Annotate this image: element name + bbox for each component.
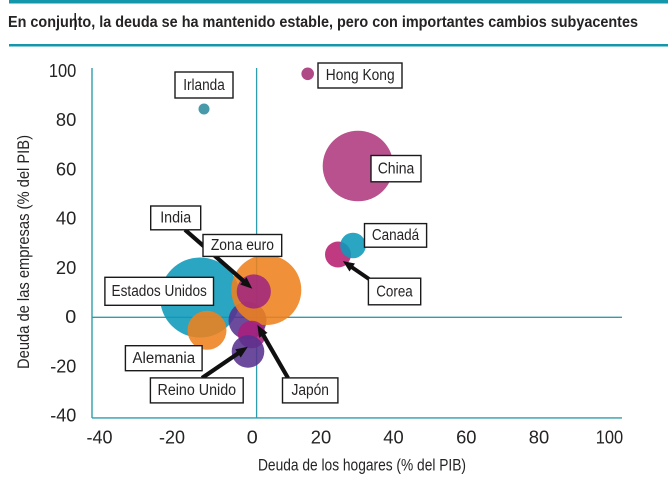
svg-text:100: 100: [49, 61, 76, 81]
svg-text:-40: -40: [50, 406, 76, 426]
svg-text:Estados Unidos: Estados Unidos: [112, 283, 208, 300]
svg-text:Irlanda: Irlanda: [183, 77, 225, 94]
svg-text:80: 80: [56, 110, 76, 130]
svg-text:20: 20: [56, 258, 76, 278]
svg-text:0: 0: [247, 428, 258, 448]
svg-text:China: China: [378, 160, 415, 177]
svg-text:100: 100: [596, 428, 623, 448]
svg-text:Hong Kong: Hong Kong: [326, 67, 395, 84]
svg-text:Reino Unido: Reino Unido: [158, 382, 237, 399]
svg-text:Japón: Japón: [291, 382, 329, 399]
svg-text:En conjunto, la deuda se ha ma: En conjunto, la deuda se ha mantenido es…: [8, 14, 638, 31]
svg-text:India: India: [160, 210, 191, 227]
svg-text:-20: -20: [159, 428, 185, 448]
svg-text:20: 20: [311, 428, 331, 448]
svg-text:-20: -20: [50, 356, 76, 376]
svg-text:Deuda de los hogares (% del PI: Deuda de los hogares (% del PIB): [258, 457, 466, 475]
svg-text:40: 40: [383, 428, 403, 448]
svg-text:Canadá: Canadá: [372, 227, 420, 244]
svg-text:60: 60: [456, 428, 476, 448]
svg-text:Deuda de las empresas (% del P: Deuda de las empresas (% del PIB): [15, 135, 33, 369]
svg-text:40: 40: [56, 209, 76, 229]
svg-text:0: 0: [65, 307, 76, 327]
svg-text:-40: -40: [87, 428, 113, 448]
svg-text:Alemania: Alemania: [133, 350, 196, 367]
svg-text:Corea: Corea: [376, 283, 413, 300]
svg-text:80: 80: [529, 428, 549, 448]
svg-text:Zona euro: Zona euro: [211, 237, 274, 254]
svg-text:60: 60: [56, 159, 76, 179]
